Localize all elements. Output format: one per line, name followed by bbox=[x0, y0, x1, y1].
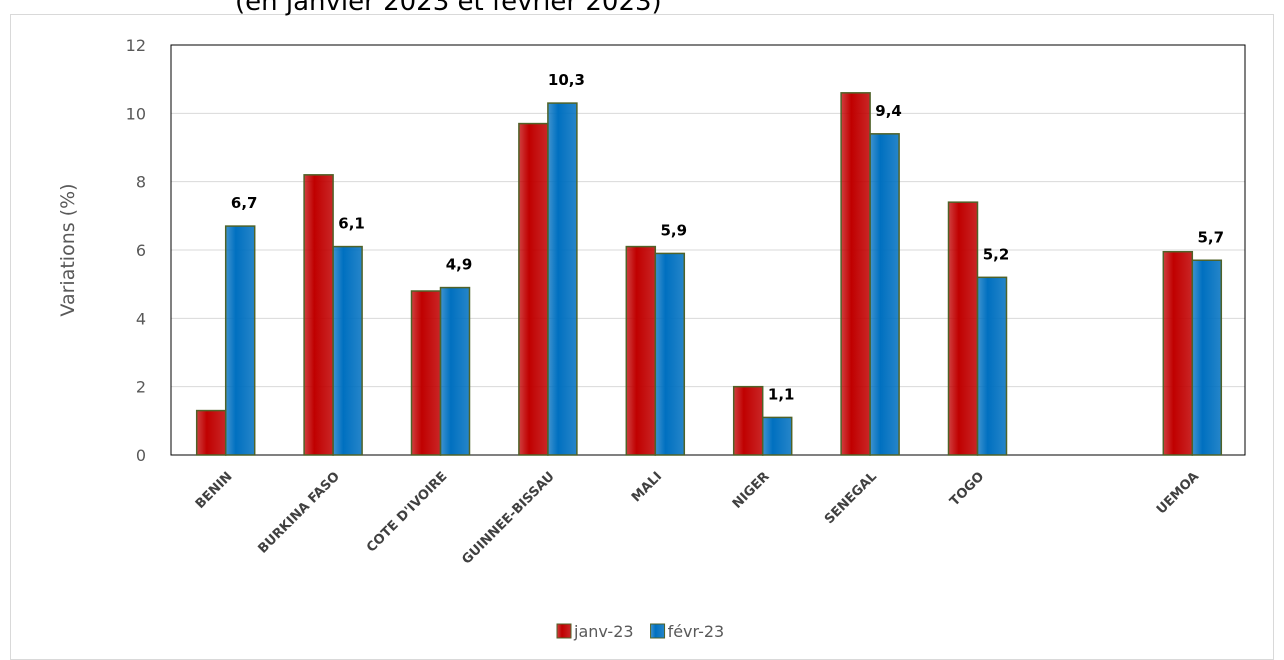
legend-label: févr-23 bbox=[668, 622, 725, 641]
plot-border bbox=[170, 44, 1246, 456]
bar bbox=[410, 290, 442, 456]
y-tick-label: 10 bbox=[126, 104, 146, 123]
y-tick-label: 6 bbox=[136, 241, 146, 260]
bar bbox=[976, 276, 1008, 456]
y-tick-label: 2 bbox=[136, 378, 146, 397]
value-label: 1,1 bbox=[768, 385, 795, 403]
value-label: 5,2 bbox=[983, 245, 1010, 263]
bar bbox=[1191, 259, 1223, 456]
bar bbox=[195, 409, 227, 456]
value-label: 4,9 bbox=[446, 256, 473, 274]
value-label: 9,4 bbox=[875, 102, 902, 120]
y-axis-label: Variations (%) bbox=[57, 183, 79, 316]
bar bbox=[1162, 250, 1194, 456]
bar bbox=[732, 385, 764, 456]
y-tick-label: 8 bbox=[136, 173, 146, 192]
bar bbox=[840, 92, 871, 456]
legend-swatch bbox=[556, 623, 572, 639]
bar bbox=[761, 416, 793, 456]
bar bbox=[547, 102, 578, 456]
bar bbox=[332, 245, 363, 456]
bar bbox=[869, 133, 900, 456]
y-tick-label: 12 bbox=[126, 36, 146, 55]
bar bbox=[625, 245, 657, 456]
value-label: 6,7 bbox=[231, 194, 258, 212]
bar bbox=[947, 201, 979, 456]
legend-swatch bbox=[650, 623, 666, 639]
value-label: 6,1 bbox=[338, 215, 365, 233]
bar bbox=[439, 286, 471, 456]
y-tick-label: 0 bbox=[136, 446, 146, 465]
value-label: 10,3 bbox=[548, 71, 585, 89]
legend-label: janv-23 bbox=[573, 622, 634, 641]
value-label: 5,9 bbox=[661, 221, 688, 239]
bar bbox=[224, 225, 256, 456]
bar bbox=[518, 122, 549, 456]
value-label: 5,7 bbox=[1198, 228, 1225, 246]
chart-subtitle: (en janvier 2023 et février 2023) bbox=[235, 0, 662, 17]
bar bbox=[654, 252, 686, 456]
bar bbox=[303, 174, 334, 456]
y-tick-label: 4 bbox=[136, 309, 146, 328]
